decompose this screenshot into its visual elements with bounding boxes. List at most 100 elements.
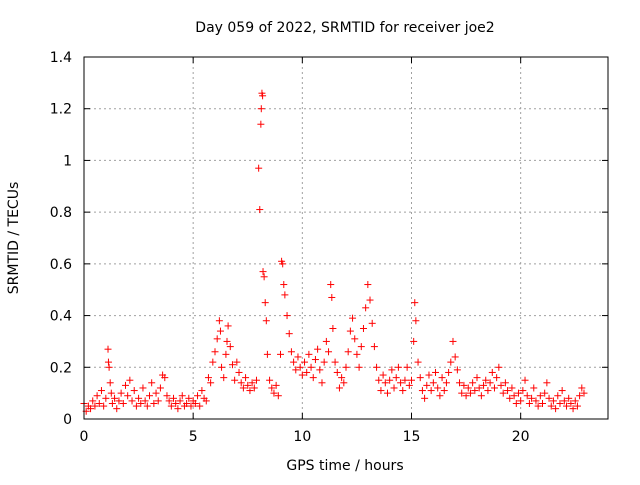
data-point — [445, 368, 453, 376]
data-point — [194, 392, 202, 400]
data-point — [528, 394, 536, 402]
data-point — [139, 384, 147, 392]
data-point — [377, 387, 385, 395]
data-point — [301, 358, 309, 366]
data-point — [386, 376, 394, 384]
data-point — [456, 379, 464, 387]
data-point — [257, 120, 265, 128]
data-point — [375, 376, 383, 384]
data-point — [202, 397, 210, 405]
data-point — [325, 348, 333, 356]
data-point — [370, 343, 378, 351]
y-tick-label: 0.4 — [50, 309, 72, 325]
data-point — [414, 358, 422, 366]
data-point — [580, 389, 588, 397]
data-point — [475, 384, 483, 392]
data-point — [274, 392, 282, 400]
data-point — [366, 296, 374, 304]
data-point — [501, 379, 509, 387]
data-point — [425, 371, 433, 379]
data-points — [80, 89, 588, 415]
data-point — [355, 363, 363, 371]
data-point — [285, 330, 293, 338]
data-point — [132, 402, 140, 410]
data-point — [473, 374, 481, 382]
data-point — [261, 299, 269, 307]
data-point — [174, 405, 182, 413]
data-point — [211, 348, 219, 356]
data-point — [305, 350, 313, 358]
data-point — [558, 387, 566, 395]
data-point — [429, 379, 437, 387]
data-point — [349, 314, 357, 322]
data-point — [185, 394, 193, 402]
chart-title: Day 059 of 2022, SRMTID for receiver joe… — [195, 20, 494, 36]
axis-ticks: 0 0.2 0.4 0.6 0.8 1 1.2 1.4 0 5 10 15 20 — [50, 50, 608, 445]
data-point — [416, 374, 424, 382]
data-point — [102, 394, 110, 402]
data-point — [257, 105, 265, 113]
data-point — [517, 397, 525, 405]
data-point — [106, 379, 114, 387]
data-point — [346, 327, 354, 335]
data-point — [554, 392, 562, 400]
data-point — [383, 389, 391, 397]
data-point — [248, 379, 256, 387]
data-point — [250, 384, 258, 392]
data-point — [107, 389, 115, 397]
data-point — [148, 379, 156, 387]
data-point — [434, 384, 442, 392]
data-point — [224, 322, 232, 330]
data-point — [105, 363, 113, 371]
data-point — [510, 392, 518, 400]
data-point — [556, 399, 564, 407]
data-point — [290, 358, 298, 366]
data-point — [104, 358, 112, 366]
data-point — [237, 379, 245, 387]
data-point — [359, 325, 367, 332]
data-point — [222, 350, 230, 358]
data-point — [209, 358, 217, 366]
data-point — [514, 389, 522, 397]
data-point — [235, 368, 243, 376]
data-point — [187, 402, 195, 410]
data-point — [552, 405, 560, 413]
data-point — [111, 394, 119, 402]
data-point — [135, 394, 143, 402]
data-point — [143, 402, 151, 410]
data-point — [215, 317, 223, 325]
data-point — [549, 397, 557, 405]
data-point — [165, 397, 173, 405]
data-point — [464, 384, 472, 392]
data-point — [126, 376, 134, 384]
data-point — [196, 402, 204, 410]
data-point — [207, 379, 215, 387]
data-point — [440, 387, 448, 395]
data-point — [539, 399, 546, 407]
data-point — [220, 374, 228, 382]
y-tick-label: 0.8 — [50, 205, 72, 221]
data-point — [256, 206, 264, 214]
data-point — [495, 363, 503, 371]
x-tick-label: 0 — [80, 429, 89, 445]
data-point — [427, 387, 435, 395]
data-point — [344, 348, 352, 356]
data-point — [309, 374, 317, 382]
data-point — [255, 164, 263, 172]
plot-frame — [83, 56, 609, 420]
data-point — [320, 358, 328, 366]
data-point — [266, 376, 274, 384]
data-point — [137, 399, 145, 407]
x-tick-label: 20 — [512, 429, 530, 445]
data-point — [239, 384, 247, 392]
data-point — [331, 358, 339, 366]
y-tick-label: 1.4 — [50, 50, 72, 66]
data-point — [335, 384, 343, 392]
data-point — [482, 376, 490, 384]
data-point — [408, 376, 415, 384]
data-point — [397, 379, 405, 387]
data-point — [508, 384, 516, 392]
data-point — [362, 304, 370, 312]
data-point — [477, 392, 485, 400]
